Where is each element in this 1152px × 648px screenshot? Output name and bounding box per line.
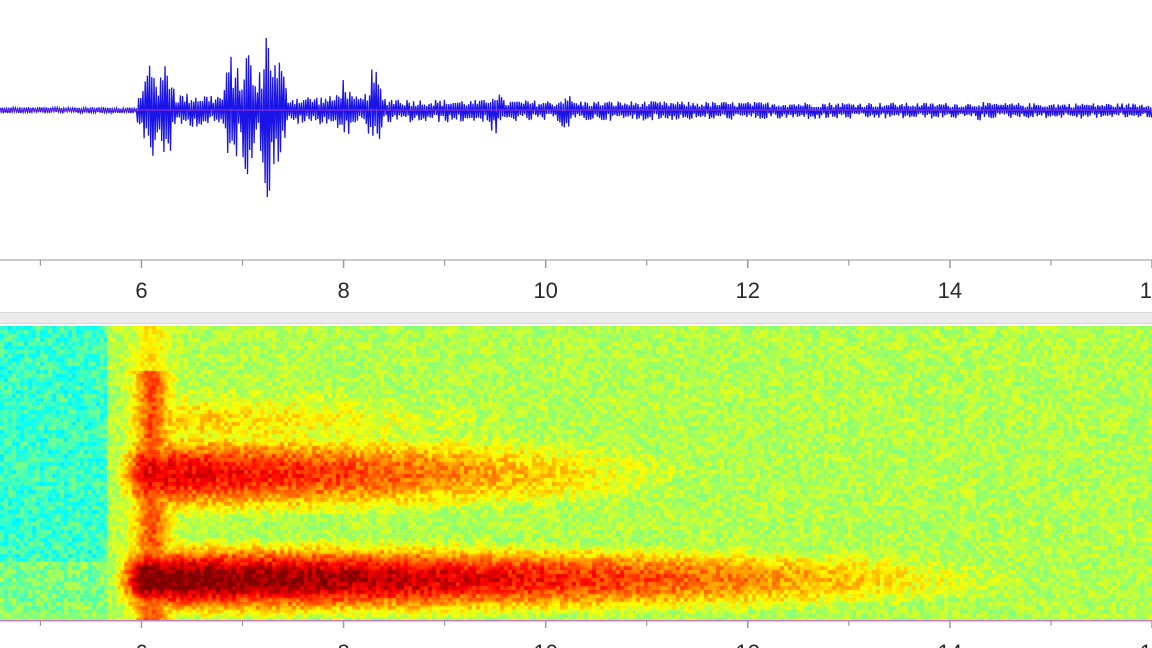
spectrogram-x-axis: 6 8 10 12 14 16 [0,620,1152,648]
x-tick-label-0-0: 6 [135,278,147,303]
waveform-x-axis: 6 8 10 12 14 16 [0,259,1152,303]
x-tick-label-0-5: 16 [1140,278,1152,303]
x-tick-label-1-3: 12 [736,640,760,648]
waveform-plot [0,0,1152,258]
x-tick-label-1-4: 14 [938,640,962,648]
panel-separator [0,312,1152,324]
waveform-signal-line [0,37,1152,198]
spectrogram-plot [0,326,1152,620]
x-tick-label-0-3: 12 [736,278,760,303]
x-tick-label-0-4: 14 [938,278,962,303]
waveform-ticks: 6 8 10 12 14 16 [39,260,1152,303]
x-tick-label-1-1: 8 [337,640,349,648]
waveform-trace [0,37,1152,198]
x-tick-label-1-0: 6 [135,640,147,648]
spectrogram-image [0,326,1152,620]
x-tick-label-1-2: 10 [533,640,557,648]
spectrogram-ticks: 6 8 10 12 14 16 [39,621,1152,648]
x-tick-label-1-5: 16 [1140,640,1152,648]
x-tick-label-0-2: 10 [533,278,557,303]
x-tick-label-0-1: 8 [337,278,349,303]
